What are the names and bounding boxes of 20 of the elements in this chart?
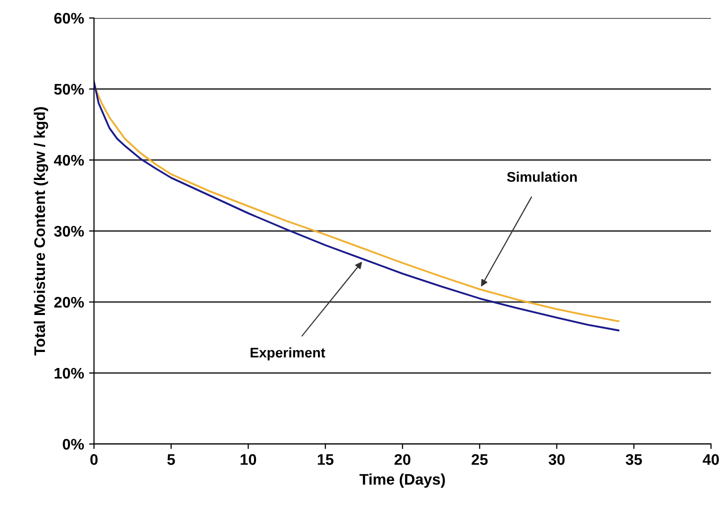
- x-tick-label: 30: [548, 454, 565, 465]
- annotation: Experiment: [250, 347, 326, 360]
- y-tick-label: 40%: [54, 154, 84, 166]
- x-tick-label: 5: [167, 454, 175, 465]
- annotation: Simulation: [507, 172, 577, 182]
- x-tick-label: 40: [702, 454, 719, 465]
- y-tick-label: 0%: [62, 438, 84, 450]
- x-axis-title: Time (Days): [360, 474, 445, 488]
- x-tick-label: 20: [394, 454, 410, 465]
- y-tick-label: 20%: [54, 296, 84, 308]
- x-tick-label: 10: [240, 454, 256, 465]
- x-tick-label: 0: [90, 454, 98, 465]
- x-tick-label: 15: [318, 454, 334, 465]
- x-tick-label: 35: [626, 454, 642, 465]
- y-tick-label: 10%: [54, 368, 84, 379]
- y-tick-label: 30%: [54, 226, 84, 237]
- y-tick-label: 50%: [54, 84, 84, 95]
- x-tick-label: 25: [472, 454, 488, 465]
- y-tick-label: 60%: [54, 12, 84, 24]
- y-axis-title: Total Moisture Content (kgw / kgd): [34, 107, 48, 356]
